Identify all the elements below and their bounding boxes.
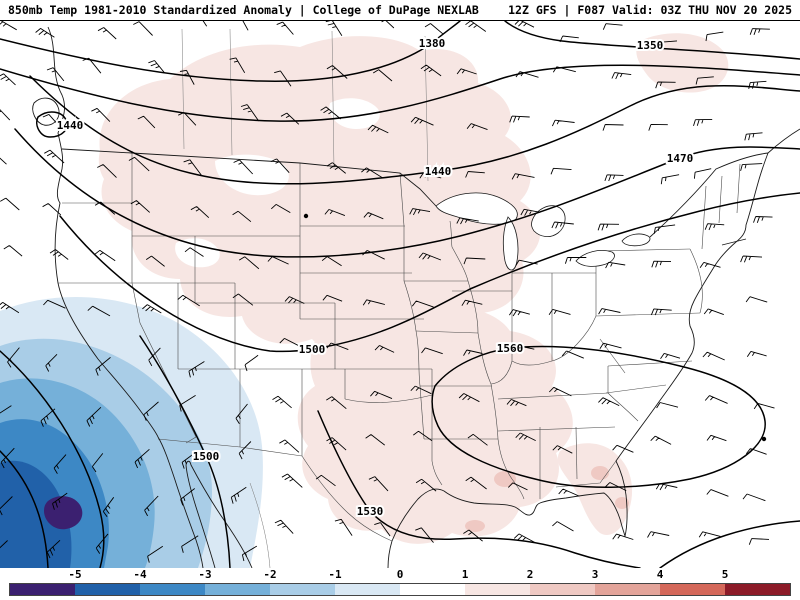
- coastline: [32, 26, 800, 568]
- product-title: 850mb Temp 1981-2010 Standardized Anomal…: [8, 3, 479, 17]
- anomaly-spot-warm: [615, 497, 629, 509]
- contour-1470: [14, 128, 800, 258]
- colorbar-tick-label: 0: [396, 568, 404, 581]
- colorbar-tick-label: -1: [328, 568, 342, 581]
- lake-huron: [531, 205, 566, 237]
- anomaly-region-cold-5: [0, 460, 72, 568]
- contour-lines: [0, 21, 800, 568]
- colorbar-segment: [465, 584, 530, 595]
- great-lakes: [435, 192, 651, 271]
- lake-ontario: [621, 233, 651, 247]
- colorbar-tick-label: -5: [68, 568, 82, 581]
- colorbar-segments: [9, 583, 791, 596]
- contour-1380: [0, 21, 461, 82]
- colorbar-tick-label: -3: [198, 568, 212, 581]
- contour-labels-layer: 1380 1350 1440 1440 1470 1500 1560 1500 1530: [55, 35, 696, 520]
- anomaly-region-warm-south: [297, 304, 573, 544]
- contour-label: 1440: [425, 165, 452, 178]
- contour-1500: [59, 192, 800, 353]
- contour-1560-ridge: [431, 345, 766, 489]
- contour-label: 1560: [497, 342, 524, 355]
- colorbar: -5 -4 -3 -2 -1 0 1 2 3 4 5: [0, 568, 800, 600]
- contour-1500-southwest: [139, 335, 231, 568]
- colorbar-tick-label: 1: [461, 568, 469, 581]
- anomaly-region-cold-extreme: [44, 496, 83, 530]
- anomaly-region-warm-florida: [557, 443, 633, 535]
- station-dots-layer: [303, 213, 767, 442]
- state-borders: [58, 28, 741, 568]
- map-area: 1380 1350 1440 1440 1470 1500 1560 1500 1530: [0, 21, 800, 568]
- colorbar-tick-label: -4: [133, 568, 147, 581]
- gulf-atlantic-coast: [391, 128, 800, 542]
- colorbar-segment: [140, 584, 205, 595]
- long-island: [721, 238, 747, 246]
- contour-1530: [317, 410, 641, 568]
- colorbar-segment: [530, 584, 595, 595]
- title-bar: 850mb Temp 1981-2010 Standardized Anomal…: [0, 0, 800, 21]
- weather-map-svg: 1380 1350 1440 1440 1470 1500 1560 1500 1530: [0, 21, 800, 568]
- contour-label: 1530: [357, 505, 384, 518]
- canada-border-west: [61, 148, 437, 207]
- lake-michigan: [502, 216, 519, 271]
- shading-hole: [215, 154, 289, 196]
- colorbar-tick-label: 2: [526, 568, 534, 581]
- shading-hole: [329, 98, 380, 129]
- colorbar-tick-label: 3: [591, 568, 599, 581]
- contour-southeast-corner: [659, 520, 800, 568]
- colorbar-segment: [595, 584, 660, 595]
- pacific-coast: [47, 26, 204, 568]
- contour-trough-west-1: [0, 350, 105, 568]
- wind-barbs-layer: [0, 21, 775, 563]
- anomaly-spot-warm: [494, 471, 516, 487]
- model-valid-time: 12Z GFS | F087 Valid: 03Z THU NOV 20 202…: [508, 3, 792, 17]
- colorbar-segment: [75, 584, 140, 595]
- colorbar-segment: [205, 584, 270, 595]
- colorbar-segment: [270, 584, 335, 595]
- colorbar-segment: [335, 584, 400, 595]
- contour-label: 1470: [667, 152, 694, 165]
- lake-superior: [435, 192, 518, 225]
- lake-erie: [575, 250, 615, 267]
- colorbar-segment: [725, 584, 790, 595]
- anomaly-spot-warm: [591, 466, 609, 480]
- canada-border-east: [649, 152, 769, 238]
- colorbar-segment: [660, 584, 725, 595]
- contour-1350: [504, 21, 800, 60]
- contour-trough-west-2: [0, 450, 49, 568]
- colorbar-segment: [10, 584, 75, 595]
- vancouver-island: [32, 97, 60, 126]
- mexico-gulf-coast: [387, 540, 393, 568]
- station-dot: [303, 213, 309, 219]
- colorbar-tick-label: 5: [721, 568, 729, 581]
- gulf-of-california-coast: [185, 460, 253, 568]
- station-dot: [761, 436, 767, 442]
- contour-label: 1380: [419, 37, 446, 50]
- contour-label: 1350: [637, 39, 664, 52]
- colorbar-tick-label: -2: [263, 568, 277, 581]
- contour-1440: [29, 75, 800, 185]
- colorbar-tick-label: 4: [656, 568, 664, 581]
- contour-label: 1440: [57, 119, 84, 132]
- anomaly-spot-warm: [465, 520, 485, 532]
- wind-barbs: [0, 21, 775, 563]
- contour-label: 1500: [299, 343, 326, 356]
- contour-label: 1500: [193, 450, 220, 463]
- contour-1440-closed-low: [36, 111, 68, 138]
- colorbar-segment: [400, 584, 465, 595]
- contour-1410: [0, 64, 800, 122]
